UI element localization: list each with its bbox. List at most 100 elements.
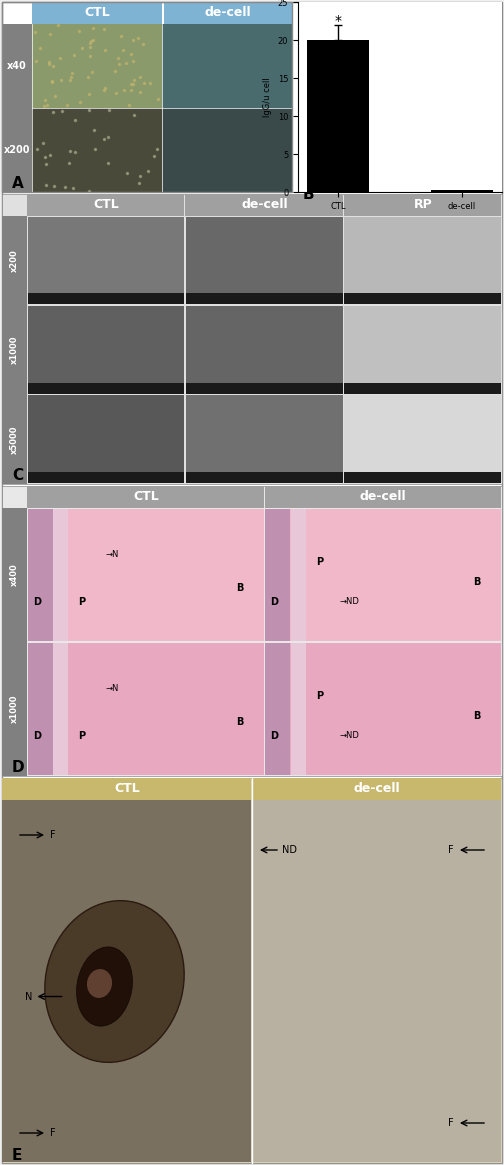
Bar: [186, 306, 343, 394]
Y-axis label: lgG/u cell: lgG/u cell: [263, 77, 272, 116]
Text: x1000: x1000: [10, 336, 19, 365]
Text: D: D: [271, 596, 279, 607]
Ellipse shape: [77, 947, 133, 1026]
Text: D: D: [33, 596, 41, 607]
Bar: [162, 108, 292, 192]
Text: CTL: CTL: [133, 490, 159, 503]
Bar: [185, 195, 343, 216]
Bar: [344, 395, 501, 483]
Bar: [253, 800, 501, 1162]
Text: →ND: →ND: [340, 598, 359, 606]
Bar: [32, 24, 162, 108]
Text: D: D: [12, 761, 25, 776]
Text: F: F: [449, 1118, 454, 1128]
Bar: [2, 778, 502, 1163]
Text: RP: RP: [413, 198, 432, 212]
Bar: [2, 395, 27, 483]
Bar: [2, 305, 27, 395]
Bar: [28, 508, 264, 641]
Bar: [344, 294, 501, 304]
Bar: [28, 508, 52, 641]
Bar: [32, 2, 162, 24]
Text: E: E: [12, 1148, 22, 1163]
Text: x200: x200: [10, 249, 19, 273]
Bar: [28, 382, 184, 394]
Bar: [2, 2, 292, 192]
Text: B: B: [473, 577, 481, 587]
Bar: [28, 643, 52, 775]
Text: B: B: [236, 718, 243, 727]
Text: D: D: [33, 730, 41, 741]
Bar: [28, 217, 184, 304]
Bar: [252, 778, 501, 800]
Bar: [53, 643, 68, 775]
Text: ND: ND: [282, 845, 297, 855]
Text: x40: x40: [7, 61, 27, 71]
Text: *: *: [335, 14, 342, 28]
Bar: [28, 306, 184, 394]
Bar: [28, 395, 184, 483]
Bar: [265, 508, 290, 641]
Bar: [27, 195, 184, 216]
Bar: [431, 190, 493, 192]
Text: →N: →N: [105, 550, 118, 559]
Text: x200: x200: [4, 144, 30, 155]
Text: de-cell: de-cell: [241, 198, 288, 212]
Text: CTL: CTL: [93, 198, 119, 212]
Text: C: C: [12, 468, 23, 483]
Bar: [28, 294, 184, 304]
Bar: [186, 472, 343, 483]
Bar: [2, 24, 32, 108]
Bar: [307, 40, 369, 192]
Text: F: F: [50, 829, 55, 840]
Text: A: A: [12, 177, 24, 191]
Bar: [265, 486, 501, 508]
Bar: [2, 778, 251, 800]
Ellipse shape: [45, 901, 184, 1062]
Bar: [28, 472, 184, 483]
Bar: [186, 382, 343, 394]
Text: P: P: [316, 557, 323, 566]
Text: x400: x400: [10, 564, 19, 586]
Bar: [265, 643, 501, 775]
Text: de-cell: de-cell: [360, 490, 407, 503]
Text: B: B: [236, 584, 243, 593]
Bar: [28, 643, 264, 775]
Bar: [27, 486, 264, 508]
Bar: [164, 2, 292, 24]
Bar: [2, 486, 502, 776]
Bar: [298, 2, 502, 192]
Bar: [162, 24, 292, 108]
Text: P: P: [79, 596, 86, 607]
Text: de-cell: de-cell: [205, 7, 251, 20]
Text: de-cell: de-cell: [354, 783, 400, 796]
Text: F: F: [50, 1128, 55, 1138]
Text: P: P: [79, 730, 86, 741]
Bar: [53, 508, 68, 641]
Bar: [186, 395, 343, 483]
Bar: [2, 508, 27, 642]
Text: B: B: [473, 711, 481, 721]
Bar: [344, 382, 501, 394]
Text: x5000: x5000: [10, 425, 19, 453]
Text: →ND: →ND: [340, 732, 359, 740]
Bar: [265, 508, 501, 641]
Bar: [344, 217, 501, 304]
Bar: [32, 108, 162, 192]
Text: B: B: [303, 188, 314, 202]
Ellipse shape: [87, 969, 112, 998]
Text: D: D: [271, 730, 279, 741]
Bar: [344, 472, 501, 483]
Bar: [186, 294, 343, 304]
Bar: [290, 643, 305, 775]
Text: P: P: [316, 691, 323, 700]
Bar: [2, 108, 32, 192]
Bar: [2, 642, 27, 776]
Text: F: F: [449, 845, 454, 855]
Text: N: N: [25, 991, 32, 1002]
Bar: [2, 216, 27, 305]
Bar: [344, 306, 501, 394]
Text: x1000: x1000: [10, 694, 19, 723]
Text: →N: →N: [105, 684, 118, 693]
Text: CTL: CTL: [84, 7, 110, 20]
